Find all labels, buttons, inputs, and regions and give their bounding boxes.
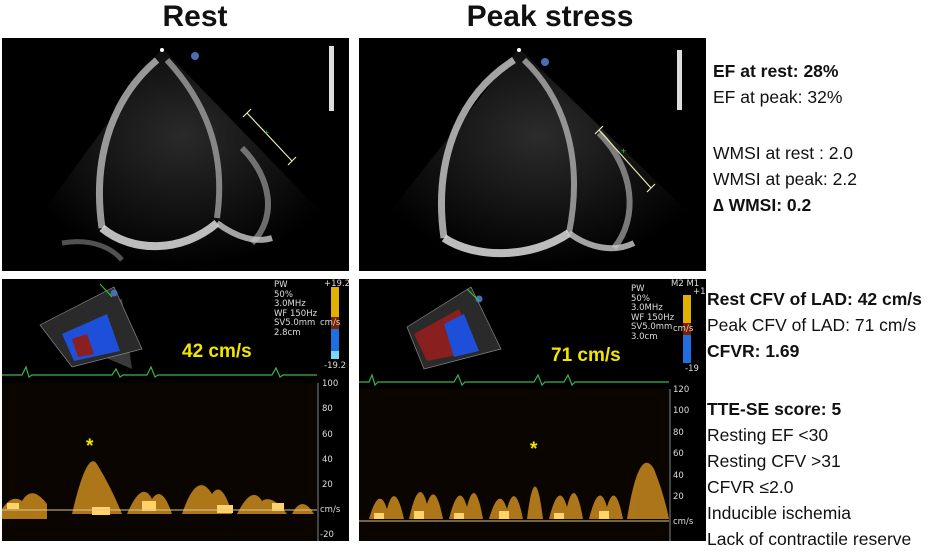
score-item: Inducible ischemia	[707, 503, 851, 523]
peak-tick-100: 100	[673, 406, 690, 416]
rest-tick-cms: cm/s	[320, 505, 341, 515]
rest-cfv-text: Rest CFV of LAD: 42 cm/s	[707, 289, 922, 309]
peak-tick-60: 60	[673, 449, 684, 459]
rest-tick-40: 40	[322, 455, 333, 465]
rest-tick-80: 80	[322, 404, 333, 414]
ef-peak-text: EF at peak: 32%	[713, 87, 843, 107]
score-item: Lack of contractile reserve	[707, 529, 912, 549]
doppler-panel-peak: 71 cm/s PW 50% 3.0MHz WF 150Hz SV5.0mm 3…	[359, 279, 706, 541]
rest-tick-neg20: -20	[320, 530, 334, 540]
peak-tick-40: 40	[673, 471, 684, 481]
delta-wmsi-text: ∆ WMSI: 0.2	[713, 195, 812, 215]
rest-title: Rest	[162, 0, 228, 33]
score-item: Resting CFV >31	[707, 451, 841, 471]
peak-tick-120: 120	[673, 385, 690, 395]
peak-scale-unit: cm/s	[673, 324, 694, 334]
rest-scale-bottom: -19.2	[324, 361, 346, 371]
rest-tick-20: 20	[322, 480, 333, 490]
peak-velocity-label: 71 cm/s	[551, 345, 621, 366]
peak-scale-bottom: -19	[685, 364, 699, 374]
rest-pw-settings: PW 50% 3.0MHz WF 150Hz SV5.0mm 2.8cm	[274, 280, 318, 338]
rest-peak-marker: *	[86, 436, 94, 457]
peak-cfv-text: Peak CFV of LAD: 71 cm/s	[707, 315, 917, 335]
echo-image-rest: +	[2, 38, 349, 271]
peak-scale-corner: M2 M1	[671, 279, 700, 289]
rest-velocity-label: 42 cm/s	[182, 341, 252, 362]
svg-text:+: +	[264, 128, 269, 138]
score-item: Resting EF <30	[707, 425, 829, 445]
rest-tick-100: 100	[322, 379, 339, 389]
wmsi-peak-text: WMSI at peak: 2.2	[713, 169, 857, 189]
svg-text:+: +	[621, 146, 626, 156]
peak-scale-top: +19	[693, 287, 706, 297]
echo-image-peak: +	[359, 38, 706, 271]
rest-scale-unit: cm/s	[320, 318, 341, 328]
rest-scale-top: +19.2	[324, 279, 349, 289]
peak-stress-title: Peak stress	[466, 0, 634, 33]
peak-peak-marker: *	[530, 439, 538, 460]
wmsi-rest-text: WMSI at rest : 2.0	[713, 143, 854, 163]
rest-tick-60: 60	[322, 430, 333, 440]
peak-tick-cms: cm/s	[673, 517, 694, 527]
score-item: CFVR ≤2.0	[707, 477, 794, 497]
ef-rest-text: EF at rest: 28%	[713, 61, 839, 81]
peak-tick-20: 20	[673, 492, 684, 502]
tte-se-score-title: TTE-SE score: 5	[707, 399, 842, 419]
peak-pw-settings: PW 50% 3.0MHz WF 150Hz SV5.0mm 3.0cm	[631, 284, 675, 342]
cfvr-text: CFVR: 1.69	[707, 341, 800, 361]
doppler-panel-rest: 42 cm/s PW 50% 3.0MHz WF 150Hz SV5.0mm 2…	[2, 279, 349, 541]
peak-tick-80: 80	[673, 428, 684, 438]
